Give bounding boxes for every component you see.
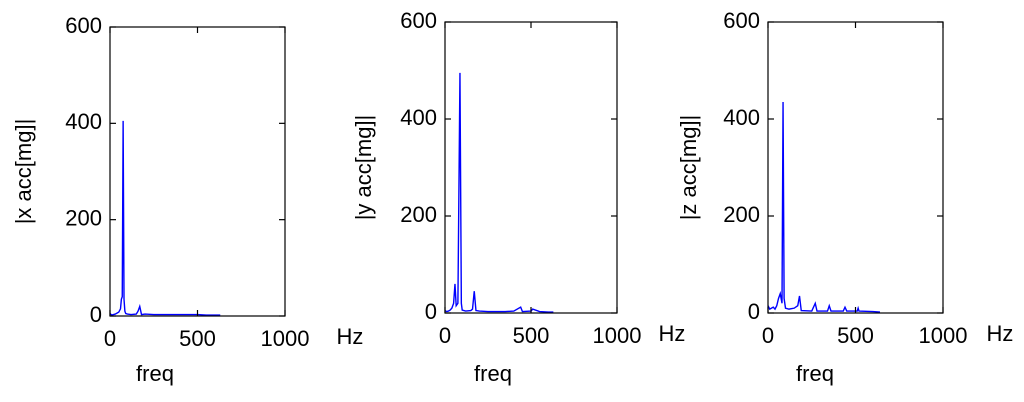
x-tick-label: 0 xyxy=(104,326,116,351)
x-tick-label: 500 xyxy=(513,323,550,348)
y-axis-label: |y acc[mg]| xyxy=(351,115,376,221)
x-tick-label: 0 xyxy=(762,323,774,348)
y-tick-label: 400 xyxy=(723,105,760,130)
axes-box xyxy=(109,26,286,317)
x-tick-label: 1000 xyxy=(593,323,642,348)
y-tick-label: 400 xyxy=(400,105,437,130)
x-tick-label: 500 xyxy=(179,326,216,351)
axes-box xyxy=(444,21,618,314)
spectrum-line xyxy=(767,102,881,313)
y-tick-label: 200 xyxy=(65,205,102,230)
y-tick-label: 600 xyxy=(723,8,760,33)
x-tick-label: 1000 xyxy=(261,326,310,351)
x-axis-label: freq xyxy=(474,361,512,386)
y-tick-label: 0 xyxy=(90,302,102,327)
y-axis-label: |z acc[mg]| xyxy=(676,115,701,221)
spectrum-line xyxy=(444,72,554,313)
subplot: 0 200 400 600 0 500 1000 |z acc[mg]| freq Hz xyxy=(676,8,1014,386)
unit-label: Hz xyxy=(987,321,1014,346)
x-tick-label: 1000 xyxy=(919,323,968,348)
x-tick-label: 500 xyxy=(837,323,874,348)
y-tick-label: 600 xyxy=(65,13,102,38)
axes-box xyxy=(767,21,944,314)
unit-label: Hz xyxy=(659,321,686,346)
y-tick-label: 0 xyxy=(425,299,437,324)
x-axis-label: freq xyxy=(136,361,174,386)
y-axis-label: |x acc[mg]| xyxy=(11,119,36,225)
x-tick-label: 0 xyxy=(439,323,451,348)
spectrum-line xyxy=(109,120,221,316)
subplot: 0 200 400 600 0 500 1000 |y acc[mg]| freq Hz xyxy=(351,8,686,386)
unit-label: Hz xyxy=(337,324,364,349)
subplot: 0 200 400 600 0 500 1000 |x acc[mg]| freq Hz xyxy=(11,13,364,386)
y-tick-label: 600 xyxy=(400,8,437,33)
x-axis-label: freq xyxy=(796,361,834,386)
y-tick-label: 200 xyxy=(400,202,437,227)
y-tick-label: 0 xyxy=(748,299,760,324)
y-tick-label: 200 xyxy=(723,202,760,227)
y-tick-label: 400 xyxy=(65,109,102,134)
